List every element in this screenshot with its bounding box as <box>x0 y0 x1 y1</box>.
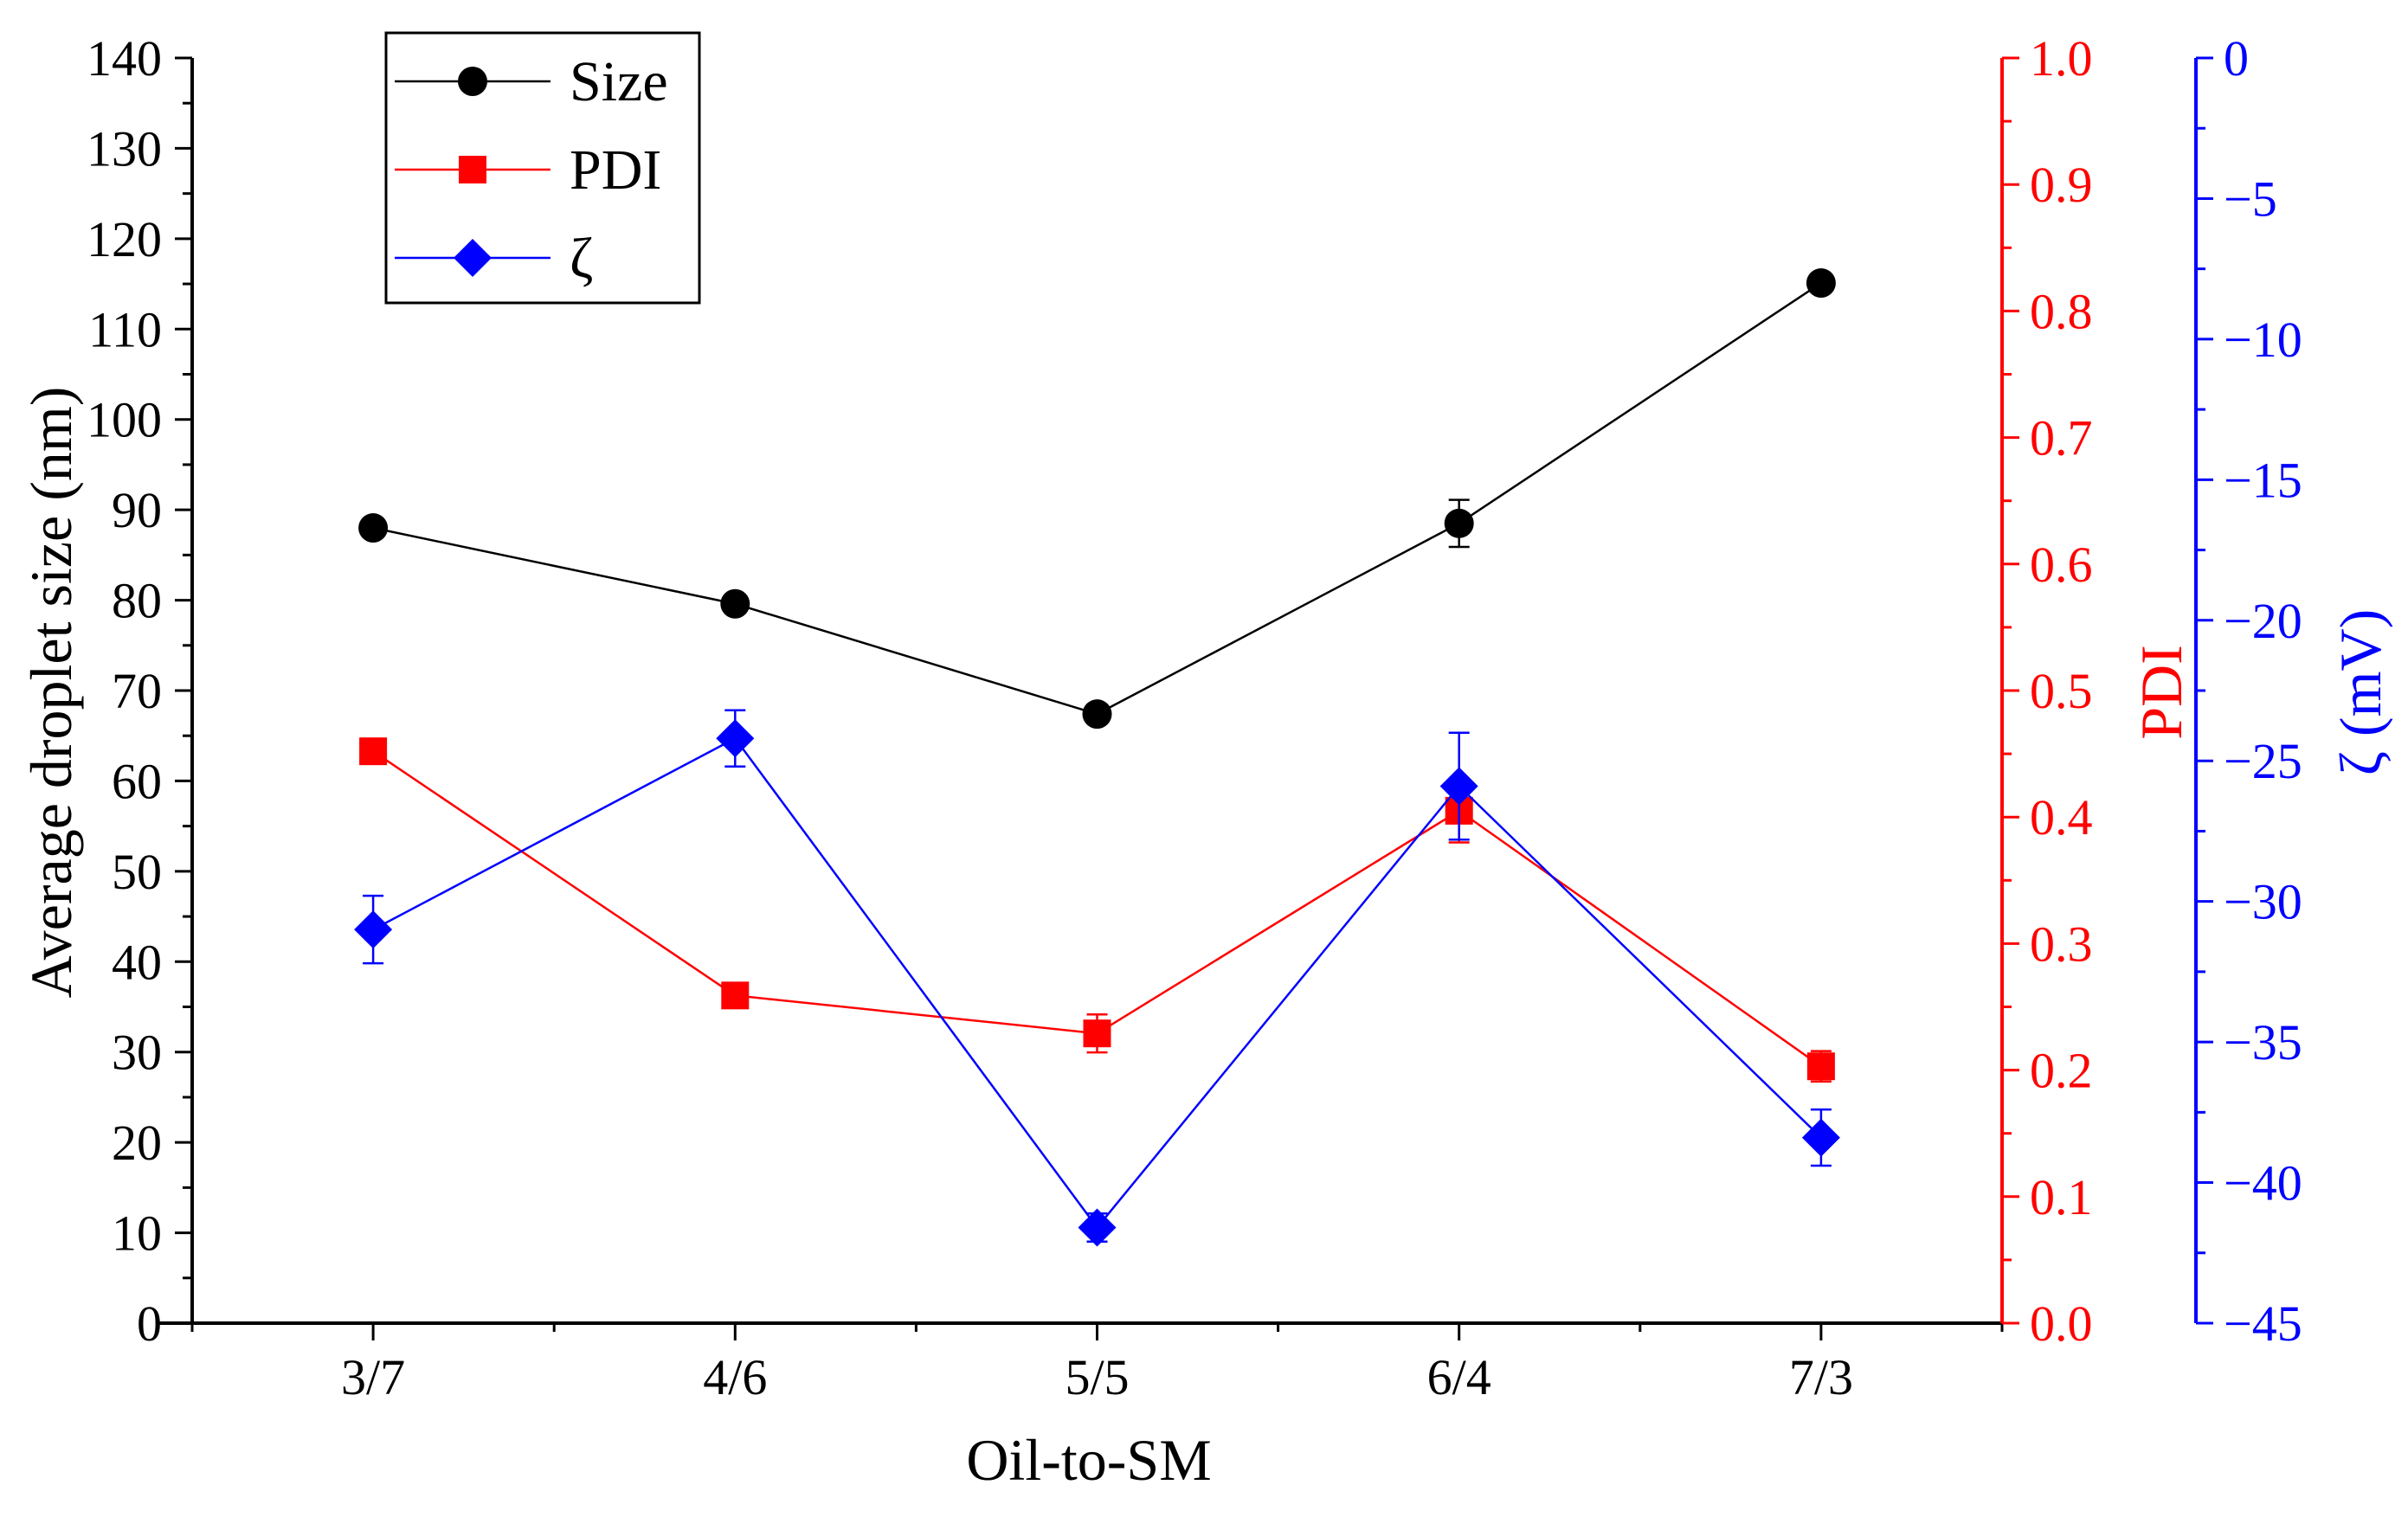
y-tick-label: 0.8 <box>2030 283 2093 339</box>
left-axis-title: Average droplet size (nm) <box>18 387 84 999</box>
x-tick-label: 5/5 <box>1065 1349 1129 1405</box>
data-point-marker <box>458 67 487 96</box>
y-tick-label: 0.9 <box>2030 157 2093 213</box>
x-tick-label: 4/6 <box>703 1349 767 1405</box>
pdi-axis-title: PDI <box>2128 645 2194 740</box>
zeta-axis: −45 −40 −35 −30 −25 −20 −15 −10 −5 0 <box>2196 30 2302 1352</box>
y-tick-label: −40 <box>2224 1155 2302 1212</box>
legend-label: ζ <box>570 227 593 290</box>
x-axis-title: Oil-to-SM <box>966 1427 1211 1493</box>
y-tick-label: −15 <box>2224 452 2302 508</box>
y-tick-label: 0.2 <box>2030 1043 2093 1099</box>
data-point-marker <box>358 513 389 543</box>
data-point-marker <box>459 156 486 183</box>
y-tick-label: 130 <box>87 120 162 177</box>
series-Size <box>358 268 1836 730</box>
y-tick-label: −45 <box>2224 1295 2302 1352</box>
y-tick-label: 30 <box>112 1025 162 1081</box>
y-tick-label: 0.5 <box>2030 663 2093 719</box>
x-axis: 3/7 4/6 5/5 6/4 7/3 <box>190 1323 2004 1405</box>
pdi-axis: 0.0 0.1 0.2 0.3 0.4 0.5 0.6 0.7 0.8 0.9 1.0 <box>2002 30 2093 1352</box>
y-tick-label: −35 <box>2224 1014 2302 1070</box>
y-tick-label: 0.0 <box>2030 1295 2093 1352</box>
data-point-marker <box>1806 268 1836 299</box>
y-tick-label: 0.3 <box>2030 916 2093 972</box>
legend-label: Size <box>570 50 668 113</box>
y-tick-label: 80 <box>112 573 162 629</box>
y-tick-label: 10 <box>112 1205 162 1262</box>
y-tick-label: 120 <box>87 211 162 267</box>
legend-label: PDI <box>570 138 661 202</box>
x-tick-label: 3/7 <box>341 1349 405 1405</box>
data-point-marker <box>1078 1208 1117 1247</box>
x-tick-label: 7/3 <box>1789 1349 1853 1405</box>
y-tick-label: 0 <box>137 1295 162 1352</box>
y-tick-label: 60 <box>112 753 162 809</box>
data-point-marker <box>1444 508 1474 538</box>
data-point-marker <box>720 588 750 619</box>
x-tick-label: 6/4 <box>1427 1349 1491 1405</box>
y-tick-label: −30 <box>2224 874 2302 930</box>
data-point-marker <box>721 981 750 1010</box>
y-tick-label: 20 <box>112 1115 162 1171</box>
data-point-marker <box>454 239 492 277</box>
data-point-marker <box>716 719 755 758</box>
y-tick-label: 70 <box>112 663 162 719</box>
y-tick-label: −10 <box>2224 312 2302 368</box>
data-point-marker <box>1439 767 1478 806</box>
y-tick-label: 100 <box>87 392 162 448</box>
y-tick-label: 0.7 <box>2030 410 2093 466</box>
y-tick-label: 0 <box>2224 30 2249 87</box>
y-tick-label: −5 <box>2224 170 2277 227</box>
data-point-marker <box>1806 1052 1835 1081</box>
data-point-marker <box>359 737 388 766</box>
y-tick-label: −20 <box>2224 593 2302 649</box>
data-point-marker <box>1082 699 1112 730</box>
data-point-marker <box>1801 1118 1840 1157</box>
y-tick-label: 140 <box>87 30 162 87</box>
y-tick-label: 0.1 <box>2030 1169 2093 1225</box>
series-layer <box>354 268 1840 1247</box>
y-tick-label: 0.6 <box>2030 537 2093 593</box>
y-tick-label: 1.0 <box>2030 30 2093 87</box>
series-ζ <box>354 709 1840 1247</box>
legend: Size PDI ζ <box>384 31 701 305</box>
y-tick-label: 40 <box>112 934 162 990</box>
y-tick-label: −25 <box>2224 733 2302 789</box>
left-axis: 0 10 20 30 40 50 60 70 80 90 100 110 120 130 140 <box>87 30 192 1352</box>
y-tick-label: 50 <box>112 844 162 900</box>
y-tick-label: 110 <box>88 301 162 357</box>
zeta-axis-title: ζ (mV) <box>2328 609 2393 775</box>
data-point-marker <box>1083 1019 1111 1048</box>
data-point-marker <box>354 910 393 949</box>
y-tick-label: 0.4 <box>2030 789 2093 845</box>
y-tick-label: 90 <box>112 482 162 538</box>
